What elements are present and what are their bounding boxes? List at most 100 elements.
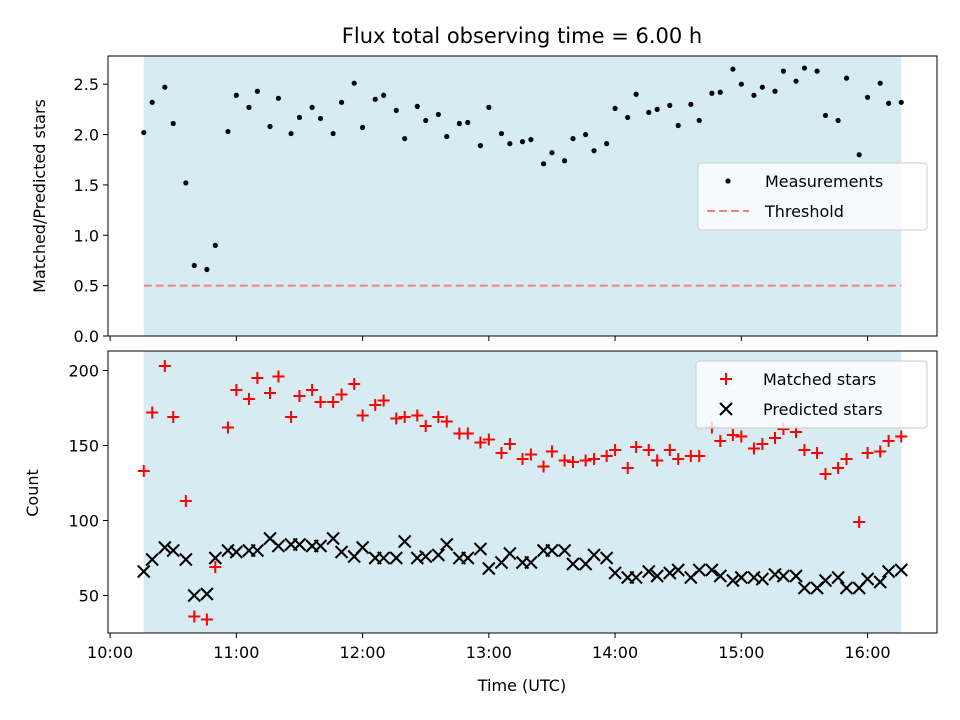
predicted-star-point <box>250 543 265 558</box>
predicted-star-point <box>545 543 559 558</box>
predicted-star-point <box>713 569 727 583</box>
y-tick-label: 0.0 <box>74 327 99 346</box>
measurement-point <box>612 105 618 111</box>
matched-star-point <box>377 394 390 407</box>
measurement-point <box>583 131 589 138</box>
measurement-point <box>822 112 829 119</box>
measurement-point <box>898 99 904 105</box>
matched-star-point <box>579 454 592 467</box>
predicted-star-point <box>671 563 685 577</box>
matched-star-point <box>798 444 811 456</box>
measurement-point <box>696 117 702 124</box>
predicted-star-point <box>158 540 172 555</box>
predicted-star-point <box>179 552 193 567</box>
predicted-star-point <box>431 548 446 562</box>
measurement-point <box>793 78 799 84</box>
x-tick-label: 13:00 <box>466 643 512 662</box>
matched-star-point <box>558 454 571 467</box>
matched-star-point <box>651 454 664 467</box>
matched-star-point <box>251 372 264 384</box>
matched-star-point <box>167 411 180 423</box>
matched-star-point <box>440 415 453 428</box>
predicted-star-point <box>473 542 488 556</box>
measurement-point <box>149 99 155 105</box>
measurement-point <box>633 91 639 97</box>
matched-star-point <box>356 409 369 422</box>
measurement-point <box>709 90 715 96</box>
measurement-point <box>886 100 892 106</box>
predicted-star-point <box>881 564 896 579</box>
matched-star-point <box>672 453 685 465</box>
matched-star-point <box>272 370 285 383</box>
matched-star-point <box>242 393 255 405</box>
measurement-point <box>296 114 303 121</box>
matched-star-point <box>516 453 529 465</box>
measurement-point <box>540 161 547 167</box>
matched-star-point <box>545 445 558 458</box>
measurement-point <box>549 150 555 156</box>
measurement-point <box>646 109 652 116</box>
predicted-star-point <box>818 573 833 588</box>
measurement-point <box>330 130 336 137</box>
predicted-star-point <box>776 569 791 583</box>
matched-star-point <box>432 411 445 423</box>
measurement-point <box>423 117 429 124</box>
measurement-point <box>835 117 841 124</box>
legend-threshold-label: Threshold <box>764 202 844 221</box>
measurement-point <box>591 148 597 154</box>
measurement-point <box>843 75 850 81</box>
predicted-star-point <box>376 551 391 565</box>
measurement-point <box>654 106 660 112</box>
measurement-point <box>625 114 631 121</box>
matched-star-point <box>285 411 298 423</box>
y-tick-label: 150 <box>68 437 99 456</box>
x-tick-label: 15:00 <box>718 643 764 662</box>
x-tick-label: 16:00 <box>845 643 891 662</box>
measurement-point <box>191 262 197 269</box>
matched-star-point <box>630 441 643 453</box>
matched-star-point <box>768 432 781 444</box>
predicted-star-point <box>166 543 180 558</box>
matched-star-point <box>853 516 866 528</box>
predicted-star-point <box>389 551 403 565</box>
predicted-star-point <box>797 581 812 595</box>
predicted-star-point <box>642 564 656 579</box>
top-x-ticks <box>109 336 869 341</box>
measurement-point <box>814 68 820 74</box>
matched-star-point <box>482 433 495 446</box>
legend-measurement-marker <box>725 178 731 184</box>
measurement-point <box>254 88 260 94</box>
predicted-star-point <box>629 570 643 585</box>
measurement-point <box>477 143 484 149</box>
measurement-point <box>402 135 408 142</box>
matched-star-point <box>335 388 348 401</box>
matched-star-point <box>264 387 277 399</box>
measurement-point <box>162 84 168 90</box>
predicted-star-point <box>608 566 622 580</box>
predicted-star-point <box>789 569 803 583</box>
matched-star-point <box>735 430 748 443</box>
predicted-star-point <box>440 537 454 552</box>
measurement-point <box>212 242 218 248</box>
matched-star-point <box>747 442 760 455</box>
y-tick-label: 1.5 <box>74 176 99 195</box>
matched-star-point <box>419 420 432 432</box>
bottom-axes-frame <box>107 350 938 634</box>
measurement-point <box>738 81 744 87</box>
measurement-point <box>759 84 765 90</box>
measurement-points <box>141 65 904 273</box>
legend-matched-label: Matched stars <box>763 370 876 389</box>
matched-star-point <box>895 430 908 443</box>
matched-star-point <box>882 435 895 447</box>
predicted-star-point <box>145 552 159 567</box>
predicted-star-point <box>557 543 572 558</box>
y-tick-label: 2.5 <box>74 75 99 94</box>
measurement-point <box>141 129 147 136</box>
predicted-star-point <box>755 572 770 586</box>
top-legend: Measurements Threshold <box>697 162 928 231</box>
predicted-star-point <box>587 548 601 562</box>
measurement-point <box>772 88 778 94</box>
measurement-point <box>233 92 239 98</box>
measurement-point <box>675 122 681 129</box>
matched-star-point <box>306 384 319 396</box>
